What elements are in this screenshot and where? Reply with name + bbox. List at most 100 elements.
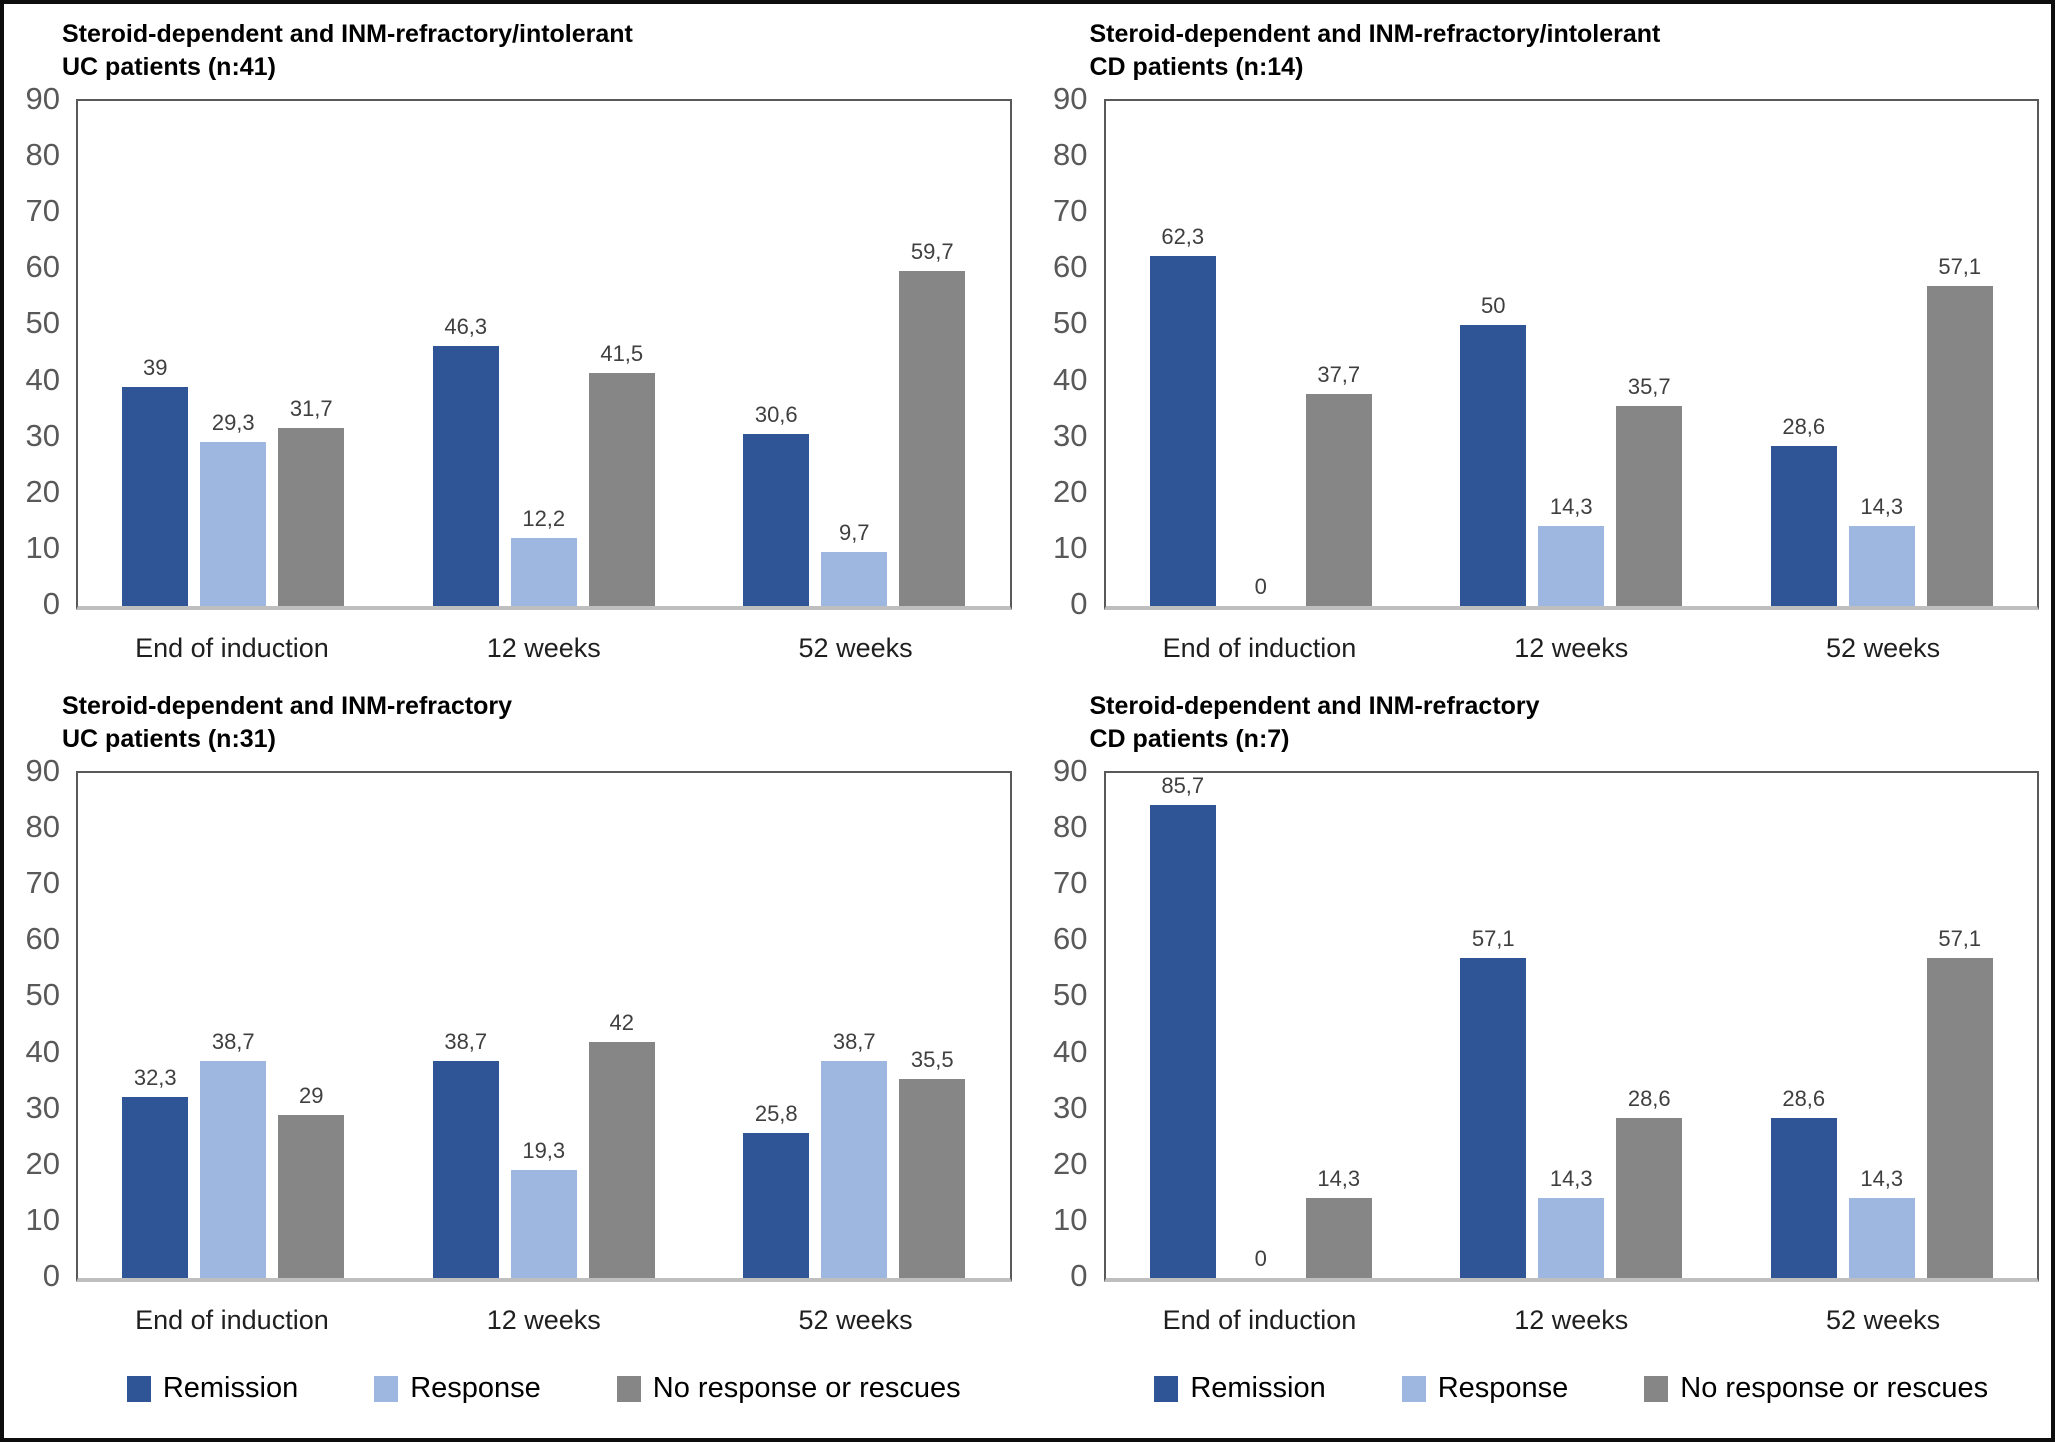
bar-value-label: 50 bbox=[1481, 293, 1506, 319]
bar-remission bbox=[122, 387, 189, 606]
y-axis-tick-label: 90 bbox=[25, 81, 60, 116]
legend-swatch-remission bbox=[1154, 1375, 1179, 1402]
bar-response bbox=[1848, 525, 1915, 606]
bar-slot-response: 14,3 bbox=[1848, 773, 1915, 1278]
y-axis-tick-label: 90 bbox=[1053, 753, 1088, 788]
bar-remission bbox=[1149, 805, 1216, 1278]
bar-slot-remission: 50 bbox=[1460, 101, 1527, 606]
legend-item-response: Response bbox=[1401, 1372, 1568, 1405]
uc-column: Steroid-dependent and INM-refractory/int… bbox=[10, 10, 1012, 1438]
y-axis-tick-label: 10 bbox=[1053, 1201, 1088, 1237]
y-axis-tick-label: 50 bbox=[25, 977, 60, 1013]
y-axis-tick-label: 10 bbox=[25, 1201, 60, 1237]
bar-value-label: 29 bbox=[299, 1083, 324, 1109]
bar-value-label: 12,2 bbox=[522, 505, 566, 531]
y-axis-tick-label: 40 bbox=[1053, 1033, 1088, 1069]
y-axis-tick-label: 0 bbox=[42, 585, 60, 621]
bar-slot-no-response-or-rescues: 59,7 bbox=[899, 101, 966, 606]
y-axis-tick-label: 20 bbox=[1053, 473, 1088, 509]
legend-uc: Remission Response No response or rescues bbox=[76, 1372, 1012, 1405]
bar-chart-cd-refractory: 90 80 70 60 50 40 30 20 10 0 85,7 0 14,3 57,1 14,3 28,6… bbox=[1038, 754, 2039, 1336]
bar-remission bbox=[432, 1060, 499, 1278]
legend-item-no-response-or-rescues: No response or rescues bbox=[1644, 1372, 1988, 1405]
y-axis-tick-label: 50 bbox=[1053, 977, 1088, 1013]
bar-remission bbox=[1460, 957, 1527, 1278]
chart-title-line2: CD patients (n:14) bbox=[1089, 52, 1304, 81]
bar-slot-response: 38,7 bbox=[821, 773, 888, 1278]
bar-remission bbox=[1460, 325, 1527, 606]
y-axis-tick-label: 20 bbox=[25, 473, 60, 509]
bar-slot-no-response-or-rescues: 28,6 bbox=[1616, 773, 1683, 1278]
bar-value-label: 39 bbox=[143, 355, 168, 381]
bar-value-label: 9,7 bbox=[838, 519, 870, 545]
bar-value-label: 30,6 bbox=[754, 402, 798, 428]
bar-no-response-or-rescues bbox=[588, 1042, 655, 1278]
plot-area: 39 29,3 31,7 46,3 12,2 41,5 30,6 9,7 59,7 bbox=[76, 99, 1012, 610]
bar-slot-response: 38,7 bbox=[200, 773, 267, 1278]
y-axis-tick-label: 60 bbox=[1053, 249, 1088, 285]
y-axis-tick-label: 20 bbox=[25, 1145, 60, 1181]
x-axis-labels: End of induction 12 weeks 52 weeks bbox=[1104, 633, 2040, 664]
bar-no-response-or-rescues bbox=[1926, 285, 1993, 606]
bar-value-label: 57,1 bbox=[1471, 925, 1515, 951]
bar-value-label: 35,7 bbox=[1627, 373, 1671, 399]
bar-chart-cd-refractory-intolerant: 90 80 70 60 50 40 30 20 10 0 62,3 0 37,7 50 14,3 35,7 28… bbox=[1038, 82, 2040, 664]
bar-remission bbox=[432, 346, 499, 606]
chart-title: Steroid-dependent and INM-refractory/int… bbox=[62, 18, 1012, 83]
legend-swatch-no-response-or-rescues bbox=[1644, 1375, 1669, 1402]
bar-slot-response: 14,3 bbox=[1538, 773, 1605, 1278]
legend-swatch-response bbox=[1401, 1375, 1426, 1402]
bar-slot-response: 19,3 bbox=[510, 773, 577, 1278]
y-axis: 90 80 70 60 50 40 30 20 10 0 bbox=[10, 754, 76, 1293]
y-axis-tick-label: 60 bbox=[1053, 921, 1088, 957]
bar-slot-response: 0 bbox=[1228, 773, 1294, 1278]
chart-title-line2: UC patients (n:31) bbox=[62, 724, 276, 753]
bar-no-response-or-rescues bbox=[1616, 1117, 1683, 1278]
x-category-label-12-weeks: 12 weeks bbox=[486, 633, 601, 663]
bar-value-label: 14,3 bbox=[1860, 1165, 1904, 1191]
quadrant-uc-refractory-intolerant: Steroid-dependent and INM-refractory/int… bbox=[10, 10, 1012, 664]
plot-area: 85,7 0 14,3 57,1 14,3 28,6 28,6 14,3 57,1 bbox=[1103, 771, 2039, 1282]
y-axis: 90 80 70 60 50 40 30 20 10 0 bbox=[1038, 82, 1104, 621]
bar-value-label: 32,3 bbox=[133, 1064, 177, 1090]
bar-no-response-or-rescues bbox=[278, 1115, 345, 1278]
y-axis-tick-label: 60 bbox=[25, 249, 60, 285]
y-axis-tick-label: 40 bbox=[25, 361, 60, 397]
bar-slot-no-response-or-rescues: 14,3 bbox=[1305, 773, 1372, 1278]
bar-group-end-of-induction: 39 29,3 31,7 bbox=[78, 101, 389, 606]
bar-response bbox=[510, 537, 577, 606]
quadrant-uc-refractory: Steroid-dependent and INM-refractory UC … bbox=[10, 664, 1012, 1336]
bar-value-label: 28,6 bbox=[1782, 413, 1826, 439]
bar-value-label: 38,7 bbox=[444, 1028, 488, 1054]
chart-title: Steroid-dependent and INM-refractory CD … bbox=[1090, 690, 2040, 755]
legend-item-no-response-or-rescues: No response or rescues bbox=[616, 1372, 961, 1405]
legend-label: No response or rescues bbox=[652, 1372, 961, 1404]
x-category-label-52-weeks: 52 weeks bbox=[798, 1305, 913, 1335]
y-axis-tick-label: 10 bbox=[25, 529, 60, 565]
bar-group-52-weeks: 30,6 9,7 59,7 bbox=[699, 101, 1010, 606]
bar-slot-remission: 62,3 bbox=[1149, 101, 1216, 606]
legend-item-remission: Remission bbox=[1154, 1372, 1326, 1405]
legend-label: Remission bbox=[1190, 1372, 1326, 1404]
bar-slot-response: 0 bbox=[1228, 101, 1294, 606]
x-category-label-end-of-induction: End of induction bbox=[135, 1305, 329, 1335]
y-axis-tick-label: 30 bbox=[1053, 417, 1088, 453]
bar-slot-no-response-or-rescues: 57,1 bbox=[1926, 101, 1993, 606]
bar-no-response-or-rescues bbox=[1926, 957, 1993, 1278]
bar-value-label: 46,3 bbox=[444, 314, 488, 340]
bar-value-label: 31,7 bbox=[289, 396, 333, 422]
chart-title-line2: UC patients (n:41) bbox=[62, 52, 276, 81]
bar-slot-remission: 30,6 bbox=[743, 101, 810, 606]
x-category-label-end-of-induction: End of induction bbox=[135, 633, 329, 663]
bar-value-label: 57,1 bbox=[1938, 925, 1982, 951]
bar-remission bbox=[122, 1096, 189, 1278]
bar-response bbox=[510, 1169, 577, 1278]
bar-value-label: 59,7 bbox=[910, 239, 954, 265]
y-axis-tick-label: 30 bbox=[1053, 1089, 1088, 1125]
y-axis-tick-label: 0 bbox=[1070, 1257, 1088, 1293]
quadrant-cd-refractory: Steroid-dependent and INM-refractory CD … bbox=[1038, 664, 2040, 1336]
bar-chart-uc-refractory-intolerant: 90 80 70 60 50 40 30 20 10 0 39 29,3 31,7 46,3 12,2 41,… bbox=[10, 82, 1012, 664]
bar-group-end-of-induction: 85,7 0 14,3 bbox=[1106, 773, 1417, 1278]
bar-slot-remission: 38,7 bbox=[432, 773, 499, 1278]
y-axis-tick-label: 0 bbox=[42, 1257, 60, 1293]
